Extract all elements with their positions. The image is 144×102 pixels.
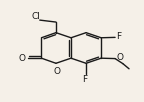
Text: Cl: Cl bbox=[32, 12, 41, 21]
Text: F: F bbox=[82, 75, 88, 84]
Text: O: O bbox=[19, 54, 26, 63]
Text: F: F bbox=[116, 32, 121, 41]
Text: O: O bbox=[116, 53, 123, 62]
Text: O: O bbox=[53, 67, 60, 76]
